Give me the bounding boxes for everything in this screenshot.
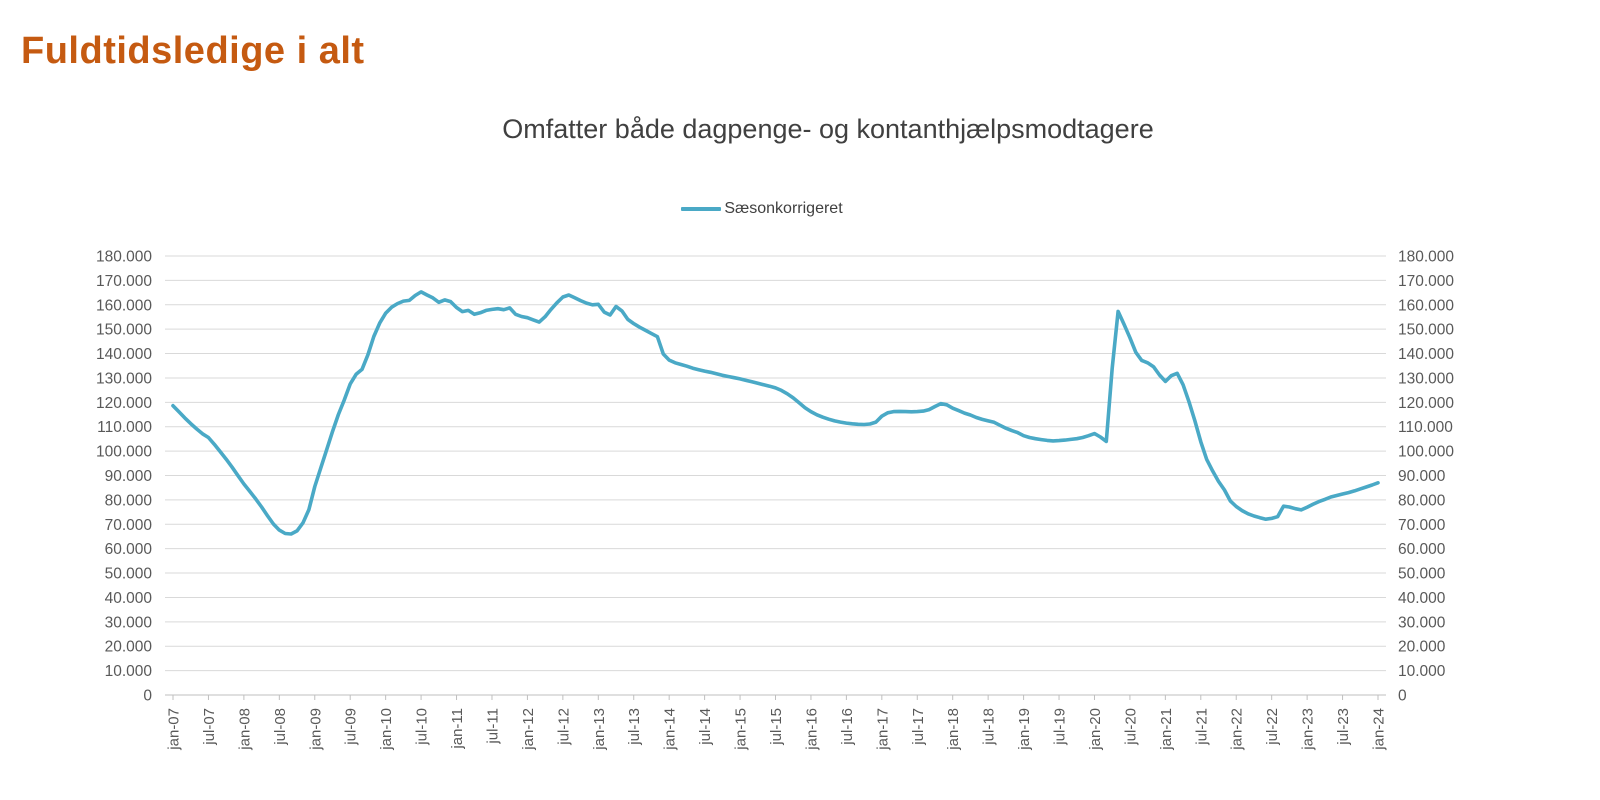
x-tick-label: jan-22: [1229, 708, 1246, 751]
legend-series-label: Sæsonkorrigeret: [724, 200, 843, 217]
y-tick-label-left: 70.000: [105, 517, 153, 534]
y-tick-label-left: 30.000: [105, 614, 153, 631]
y-tick-label-right: 170.000: [1398, 273, 1454, 290]
y-tick-label-left: 150.000: [96, 322, 152, 339]
y-tick-label-left: 140.000: [96, 346, 152, 363]
y-tick-label-left: 60.000: [105, 541, 153, 558]
x-tick-label: jul-14: [697, 708, 714, 746]
y-tick-label-right: 120.000: [1398, 395, 1454, 412]
y-tick-label-right: 20.000: [1398, 639, 1446, 656]
x-tick-label: jul-13: [626, 708, 643, 746]
chart-legend: Sæsonkorrigeret: [0, 200, 1562, 218]
y-tick-label-left: 10.000: [105, 663, 153, 680]
x-tick-label: jul-11: [484, 708, 501, 745]
x-tick-label: jan-12: [520, 708, 537, 751]
y-tick-label-right: 150.000: [1398, 322, 1454, 339]
x-tick-label: jul-19: [1052, 708, 1069, 746]
y-tick-label-right: 140.000: [1398, 346, 1454, 363]
x-tick-label: jan-17: [874, 708, 891, 751]
x-tick-label: jul-10: [414, 708, 431, 746]
legend-line-swatch: [681, 207, 722, 211]
x-tick-label: jul-21: [1193, 708, 1210, 746]
x-tick-label: jul-20: [1122, 708, 1139, 746]
x-tick-label: jan-08: [236, 708, 253, 751]
x-tick-label: jul-07: [201, 708, 218, 746]
y-tick-label-right: 130.000: [1398, 370, 1454, 387]
y-tick-label-right: 160.000: [1398, 297, 1454, 314]
y-tick-label-left: 40.000: [105, 590, 153, 607]
y-tick-label-right: 90.000: [1398, 468, 1446, 485]
y-tick-label-right: 80.000: [1398, 492, 1446, 509]
x-tick-label: jan-15: [733, 708, 750, 751]
x-tick-label: jan-13: [591, 708, 608, 751]
x-tick-label: jul-16: [839, 708, 856, 746]
y-tick-label-left: 180.000: [96, 249, 152, 266]
x-tick-label: jul-23: [1335, 708, 1352, 746]
x-tick-label: jul-15: [768, 708, 785, 746]
y-tick-label-left: 50.000: [105, 566, 153, 583]
y-tick-label-right: 30.000: [1398, 614, 1446, 631]
x-tick-label: jan-11: [449, 708, 466, 750]
y-tick-label-left: 20.000: [105, 639, 153, 656]
x-tick-label: jan-16: [803, 708, 820, 751]
x-tick-label: jan-20: [1087, 708, 1104, 751]
x-tick-label: jul-12: [555, 708, 572, 746]
y-tick-label-right: 110.000: [1398, 419, 1453, 436]
x-tick-label: jan-24: [1371, 708, 1388, 751]
x-tick-label: jul-09: [343, 708, 360, 746]
y-tick-label-right: 100.000: [1398, 444, 1454, 461]
y-tick-label-left: 170.000: [96, 273, 152, 290]
y-tick-label-right: 60.000: [1398, 541, 1446, 558]
y-tick-label-right: 50.000: [1398, 566, 1446, 583]
chart-title: Omfatter både dagpenge- og kontanthjælps…: [502, 114, 1154, 144]
x-tick-label: jan-19: [1016, 708, 1033, 751]
x-tick-label: jan-10: [378, 708, 395, 751]
x-tick-label: jan-09: [307, 708, 324, 751]
y-tick-label-left: 120.000: [96, 395, 152, 412]
y-tick-label-left: 80.000: [105, 492, 153, 509]
x-tick-label: jan-14: [662, 708, 679, 751]
x-tick-label: jul-08: [272, 708, 289, 746]
x-tick-label: jul-18: [981, 708, 998, 746]
x-tick-label: jul-17: [910, 708, 927, 746]
y-tick-label-left: 130.000: [96, 370, 152, 387]
y-tick-label-right: 180.000: [1398, 249, 1454, 266]
y-tick-label-right: 10.000: [1398, 663, 1446, 680]
x-tick-label: jan-23: [1300, 708, 1317, 751]
series-line-saesonkorrigeret: [171, 290, 1380, 536]
y-tick-label-right: 40.000: [1398, 590, 1446, 607]
y-tick-label-right: 0: [1398, 688, 1407, 705]
page-title: Fuldtidsledige i alt: [21, 30, 365, 72]
y-tick-label-right: 70.000: [1398, 517, 1446, 534]
y-tick-label-left: 90.000: [105, 468, 153, 485]
x-tick-label: jan-07: [166, 708, 183, 751]
x-tick-label: jan-18: [945, 708, 962, 751]
x-tick-label: jan-21: [1158, 708, 1175, 751]
y-tick-label-left: 110.000: [97, 419, 152, 436]
x-tick-label: jul-22: [1264, 708, 1281, 746]
y-tick-label-left: 100.000: [96, 444, 152, 461]
y-tick-label-left: 0: [143, 688, 152, 705]
y-tick-label-left: 160.000: [96, 297, 152, 314]
